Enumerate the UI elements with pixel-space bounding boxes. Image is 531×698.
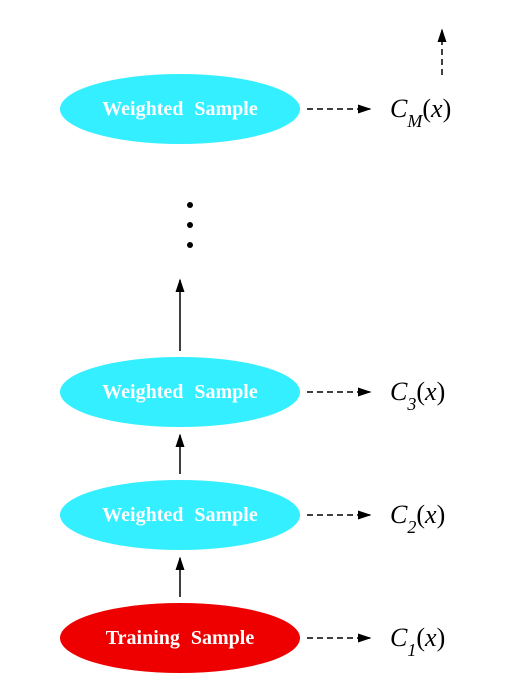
ellipsis-dot-1: [187, 222, 193, 228]
classifier-label-weighted2: C3(x): [390, 377, 445, 414]
node-label-weighted2: Weighted Sample: [102, 381, 258, 403]
classifier-label-training: C1(x): [390, 623, 445, 660]
node-label-training: Training Sample: [106, 627, 255, 649]
classifier-label-weighted_m: CM(x): [390, 94, 451, 131]
boosting-diagram: Training Sample C1(x) Weighted Sample C2(x)…: [0, 0, 531, 698]
node-label-weighted_m: Weighted Sample: [102, 98, 258, 120]
classifier-label-weighted1: C2(x): [390, 500, 445, 537]
node-label-weighted1: Weighted Sample: [102, 504, 258, 526]
ellipsis-dot-0: [187, 202, 193, 208]
ellipsis-dot-2: [187, 242, 193, 248]
